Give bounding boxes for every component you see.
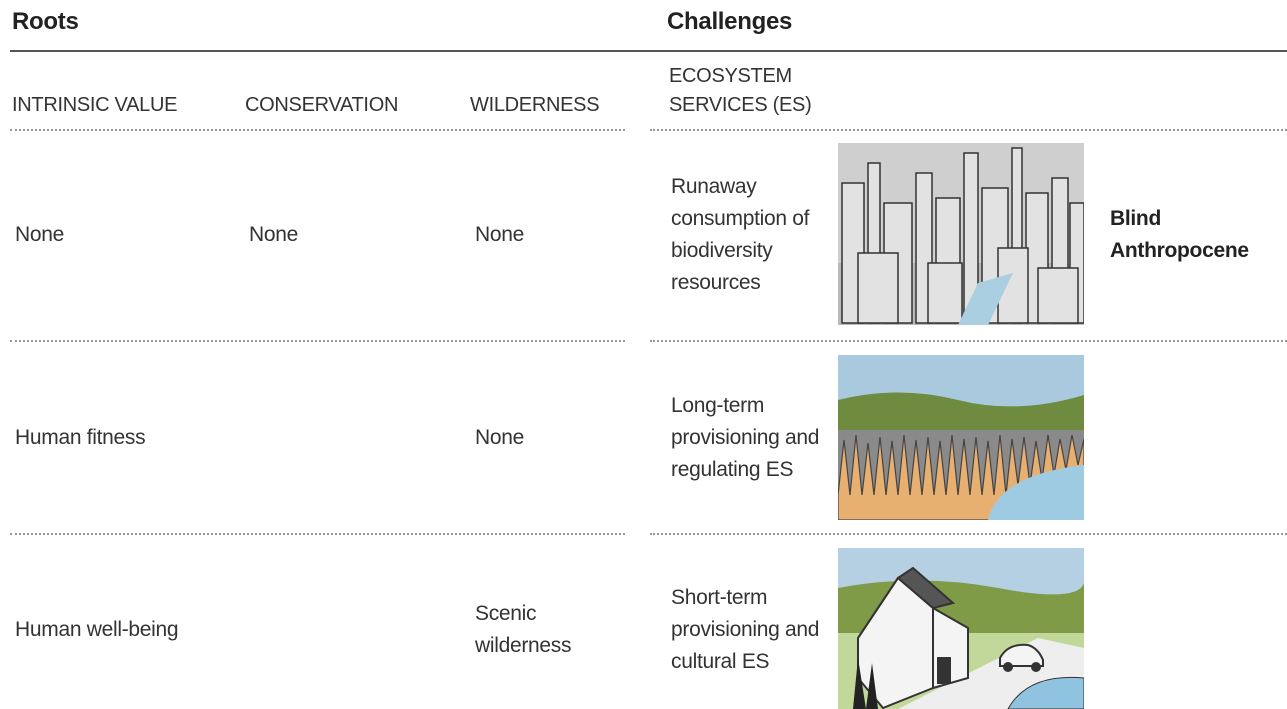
cell: Runaway consumption of biodiversity reso… bbox=[671, 175, 810, 294]
scenario-label: Blind Anthropocene bbox=[1110, 207, 1249, 262]
cell: Scenic wilderness bbox=[475, 602, 572, 657]
cell: Short-term provisioning and cultural ES bbox=[671, 586, 820, 673]
column-header: WILDERNESS bbox=[470, 94, 600, 116]
section-title: Challenges bbox=[667, 8, 793, 35]
row-divider bbox=[650, 129, 1287, 131]
row-divider bbox=[650, 533, 1287, 535]
row-divider bbox=[10, 340, 625, 342]
column-header: ECOSYSTEM SERVICES (ES) bbox=[669, 65, 812, 116]
row-divider bbox=[650, 340, 1287, 342]
cell: None bbox=[15, 223, 65, 246]
cell: None bbox=[475, 223, 525, 246]
cell: None bbox=[249, 223, 299, 246]
city-illustration bbox=[838, 143, 1084, 325]
cell: Human well-being bbox=[15, 618, 179, 641]
section-title: Roots bbox=[12, 8, 79, 35]
house-illustration bbox=[838, 548, 1084, 709]
row-divider bbox=[10, 129, 625, 131]
header-rule bbox=[10, 50, 1287, 52]
row-divider bbox=[10, 533, 625, 535]
cell: None bbox=[475, 425, 525, 449]
cell: Long-term provisioning and regulating ES bbox=[671, 393, 820, 481]
field-illustration bbox=[838, 355, 1084, 520]
cell: Human fitness bbox=[15, 425, 146, 449]
column-header: CONSERVATION bbox=[245, 94, 399, 116]
column-header: INTRINSIC VALUE bbox=[12, 94, 178, 116]
